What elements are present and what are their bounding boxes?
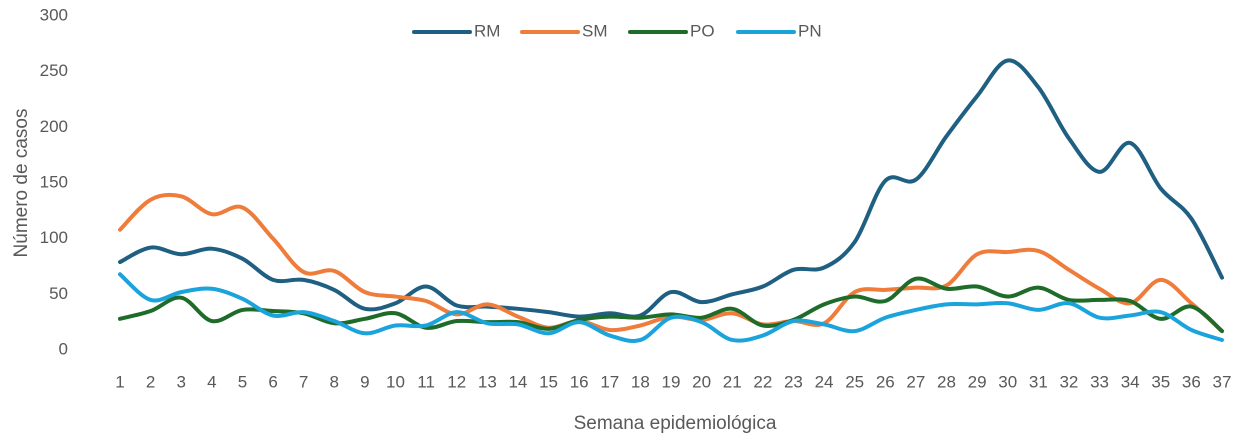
x-tick-label: 11 xyxy=(417,372,435,391)
y-tick-label: 250 xyxy=(40,61,68,80)
x-tick-label: 19 xyxy=(662,372,681,391)
x-tick-label: 31 xyxy=(1029,372,1048,391)
x-tick-label: 33 xyxy=(1090,372,1109,391)
x-tick-label: 13 xyxy=(478,372,497,391)
x-tick-label: 34 xyxy=(1121,372,1140,391)
x-tick-label: 12 xyxy=(447,372,466,391)
x-tick-label: 18 xyxy=(631,372,650,391)
y-tick-label: 50 xyxy=(49,284,68,303)
x-tick-label: 9 xyxy=(360,372,369,391)
x-tick-label: 22 xyxy=(753,372,772,391)
x-tick-label: 20 xyxy=(692,372,711,391)
legend-label: PO xyxy=(690,21,715,40)
x-tick-label: 4 xyxy=(207,372,216,391)
y-tick-label: 200 xyxy=(40,117,68,136)
x-tick-label: 37 xyxy=(1213,372,1232,391)
x-tick-label: 3 xyxy=(176,372,185,391)
x-axis-title: Semana epidemiológica xyxy=(574,413,777,434)
y-axis-title: Número de casos xyxy=(11,109,32,258)
x-tick-label: 26 xyxy=(876,372,895,391)
series-line xyxy=(118,272,1224,343)
legend-label: PN xyxy=(798,21,822,40)
y-tick-label: 0 xyxy=(59,339,68,358)
series-line xyxy=(118,58,1224,319)
x-tick-label: 21 xyxy=(723,372,742,391)
x-tick-label: 10 xyxy=(386,372,405,391)
x-tick-label: 1 xyxy=(115,372,124,391)
y-tick-label: 150 xyxy=(40,172,68,191)
x-tick-label: 29 xyxy=(968,372,987,391)
x-tick-label: 25 xyxy=(845,372,864,391)
x-tick-label: 14 xyxy=(508,372,527,391)
x-tick-label: 17 xyxy=(600,372,619,391)
x-tick-label: 35 xyxy=(1151,372,1170,391)
x-tick-label: 24 xyxy=(815,372,834,391)
x-tick-label: 32 xyxy=(1059,372,1078,391)
y-tick-label: 100 xyxy=(40,228,68,247)
x-tick-label: 23 xyxy=(784,372,803,391)
x-tick-label: 27 xyxy=(906,372,925,391)
x-tick-label: 30 xyxy=(998,372,1017,391)
x-tick-label: 6 xyxy=(268,372,277,391)
x-tick-label: 8 xyxy=(330,372,339,391)
x-tick-label: 28 xyxy=(937,372,956,391)
legend-label: RM xyxy=(474,21,500,40)
y-tick-label: 300 xyxy=(40,5,68,24)
legend-label: SM xyxy=(582,21,608,40)
x-tick-label: 36 xyxy=(1182,372,1201,391)
x-tick-label: 7 xyxy=(299,372,308,391)
x-tick-label: 5 xyxy=(238,372,247,391)
x-tick-label: 16 xyxy=(570,372,589,391)
x-tick-label: 2 xyxy=(146,372,155,391)
x-tick-label: 15 xyxy=(539,372,558,391)
